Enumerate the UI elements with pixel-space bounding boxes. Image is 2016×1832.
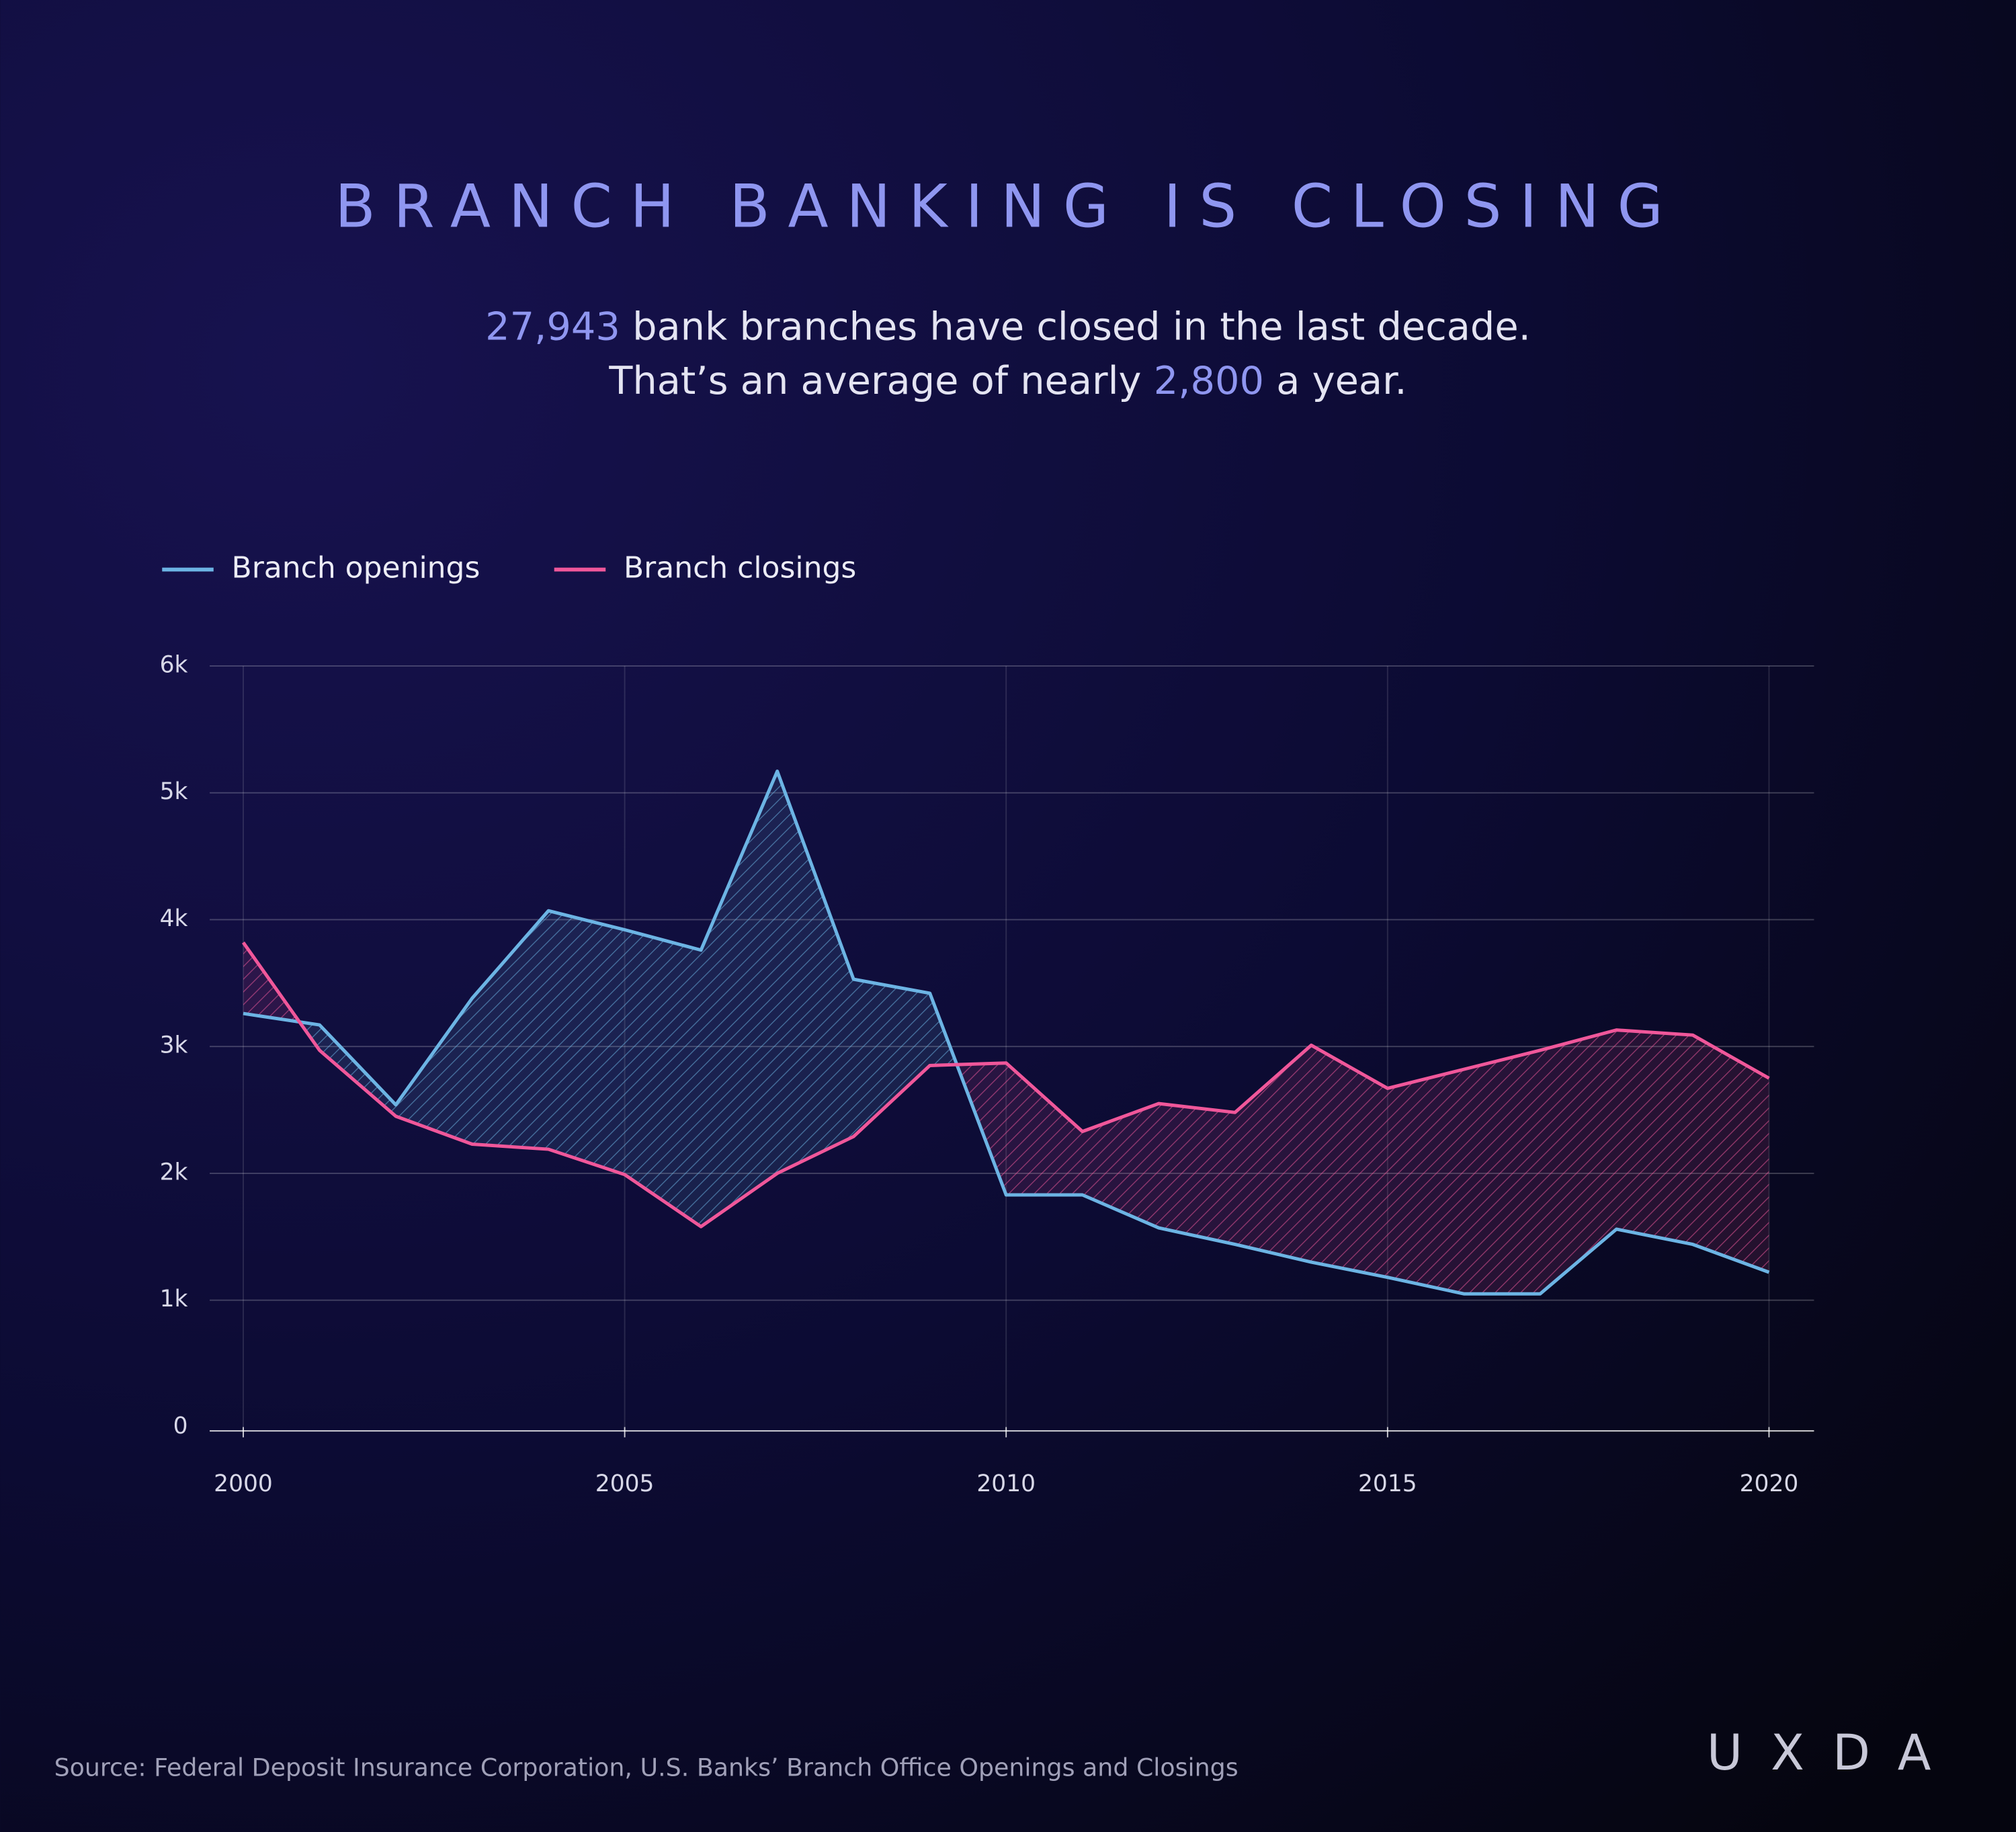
logo: UXDA [1707, 1725, 1960, 1782]
y-tick-label: 5k [160, 778, 188, 805]
y-tick-label: 2k [160, 1159, 188, 1185]
x-tick-label: 2020 [1740, 1470, 1799, 1497]
y-tick-label: 3k [160, 1032, 188, 1059]
subtitle-highlight: 2,800 [1154, 358, 1264, 403]
subtitle-text: a year. [1264, 358, 1407, 403]
chart-title: BRANCH BANKING IS CLOSING [335, 172, 1681, 241]
line-series [241, 941, 1770, 1229]
subtitle-text: That’s an average of nearly [608, 358, 1153, 403]
source: Source: Federal Deposit Insurance Corpor… [54, 1753, 1238, 1782]
subtitle: 27,943 bank branches have closed in the … [485, 304, 1531, 349]
x-tick-label: 2015 [1358, 1470, 1417, 1497]
subtitle-text: bank branches have closed in the last de… [620, 304, 1531, 349]
y-tick-label: 6k [160, 651, 188, 678]
y-tick-label: 4k [160, 905, 188, 932]
line-series [243, 769, 1770, 1296]
legend-label: Branch openings [232, 550, 480, 585]
x-tick-label: 2005 [595, 1470, 655, 1497]
y-tick-label: 1k [160, 1286, 188, 1313]
y-tick-label: 0 [173, 1413, 188, 1440]
x-tick-label: 2010 [976, 1470, 1036, 1497]
x-tick-label: 2000 [214, 1470, 273, 1497]
legend-label: Branch closings [624, 550, 856, 585]
subtitle: That’s an average of nearly 2,800 a year… [608, 358, 1406, 403]
subtitle-highlight: 27,943 [485, 304, 620, 349]
